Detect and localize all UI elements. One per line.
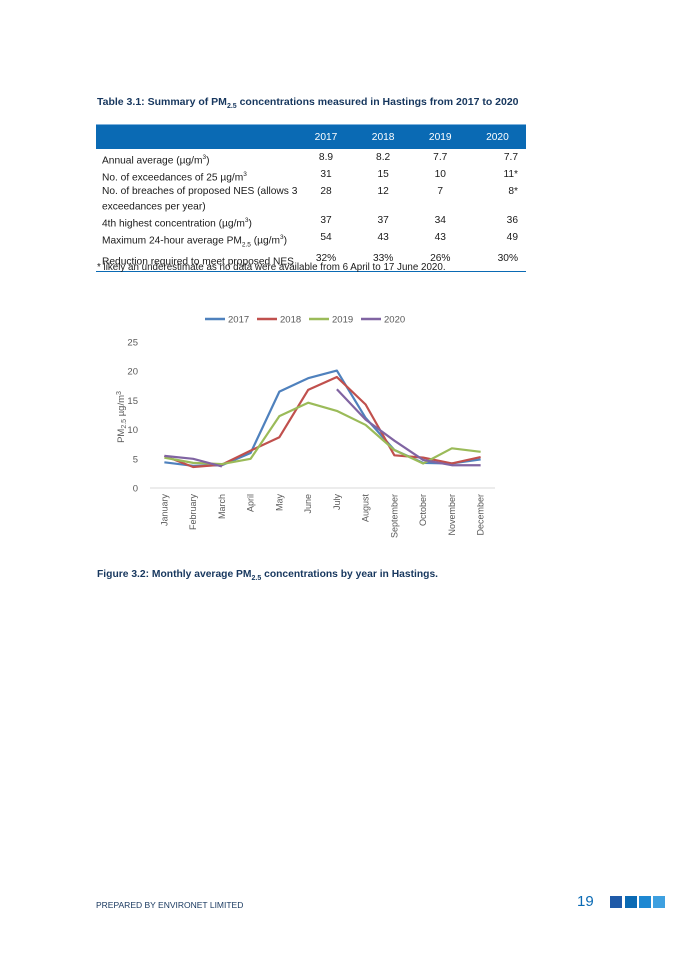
cell-value: 37 bbox=[320, 215, 332, 227]
cell-value: 8* bbox=[508, 185, 518, 197]
row-label: No. of exceedances of 25 µg/m3 bbox=[102, 170, 247, 184]
chart-series bbox=[163, 369, 481, 469]
x-tick-label: February bbox=[188, 494, 198, 531]
cell-value: 10 bbox=[434, 168, 446, 180]
footer-square-icon bbox=[653, 896, 665, 908]
table-title: Table 3.1: Summary of PM2.5 concentratio… bbox=[97, 96, 519, 111]
page-number: 19 bbox=[577, 893, 594, 910]
cell-value: 37 bbox=[377, 215, 389, 227]
table-header-row: 2017 2018 2019 2020 bbox=[96, 124, 526, 149]
series-line-2019 bbox=[164, 401, 481, 466]
row-label: No. of breaches of proposed NES (allows … bbox=[102, 185, 298, 213]
x-tick-label: December bbox=[476, 494, 486, 536]
cell-value: 30% bbox=[468, 251, 526, 272]
chart-canvas: 2017 2018 2019 2020 PM2.5 µg/m3 0510152025 … bbox=[116, 315, 495, 539]
table-header-year: 2020 bbox=[468, 124, 526, 149]
cell-value: 33% bbox=[354, 251, 412, 272]
chart-legend: 2017 2018 2019 2020 bbox=[205, 315, 405, 326]
series-line-2017 bbox=[164, 369, 481, 467]
footer-prepared-by: PREPARED BY ENVIRONET LIMITED bbox=[96, 900, 244, 910]
table-footnote: * likely an underestimate as no data wer… bbox=[97, 262, 446, 273]
figure-caption: Figure 3.2: Monthly average PM2.5 concen… bbox=[97, 569, 439, 583]
y-tick-label: 0 bbox=[133, 484, 138, 495]
legend-label: 2020 bbox=[384, 315, 405, 326]
y-tick-label: 10 bbox=[127, 425, 138, 436]
x-tick-label: April bbox=[246, 494, 256, 512]
x-tick-label: August bbox=[361, 494, 371, 523]
cell-value: 7.7 bbox=[433, 152, 448, 163]
table-header-blank bbox=[96, 124, 298, 149]
table-row: Maximum 24-hour average PM2.5 (µg/m3) 54… bbox=[96, 231, 526, 252]
cell-value: 43 bbox=[434, 232, 446, 244]
cell-value: 43 bbox=[377, 232, 389, 244]
y-tick-label: 15 bbox=[127, 396, 138, 407]
x-tick-label: June bbox=[303, 494, 313, 514]
y-tick-label: 5 bbox=[133, 454, 138, 465]
cell-value: 28 bbox=[320, 185, 332, 197]
y-tick-label: 20 bbox=[127, 367, 138, 378]
footer-square-icon bbox=[639, 896, 651, 908]
x-tick-label: July bbox=[332, 494, 342, 511]
x-tick-label: January bbox=[159, 494, 169, 527]
legend-label: 2017 bbox=[228, 315, 249, 326]
x-tick-label: May bbox=[274, 494, 284, 512]
series-line-2020 bbox=[164, 454, 223, 468]
row-label: Maximum 24-hour average PM2.5 (µg/m3) bbox=[102, 234, 288, 249]
table-row: No. of exceedances of 25 µg/m3 31 15 10 … bbox=[96, 168, 526, 185]
y-axis-ticks: 0 5 10 15 20 25 bbox=[127, 338, 138, 495]
x-axis-ticks: January February March April May June July Augu… bbox=[159, 494, 485, 539]
cell-value: 49 bbox=[506, 232, 518, 244]
row-label: Annual average (µg/m3) bbox=[102, 154, 210, 167]
legend-label: 2018 bbox=[280, 315, 301, 326]
cell-value: 54 bbox=[320, 232, 332, 244]
series-line-2018 bbox=[163, 375, 481, 469]
cell-value: 26% bbox=[411, 251, 469, 272]
cell-value: 7.7 bbox=[503, 152, 518, 163]
x-tick-label: March bbox=[217, 494, 227, 519]
y-tick-label: 25 bbox=[127, 338, 138, 349]
cell-value: 36 bbox=[506, 215, 518, 227]
monthly-pm25-chart: 2017 2018 2019 2020 PM2.5 µg/m3 0 5 10 15 20 25 … bbox=[100, 302, 510, 552]
table-row: 4th highest concentration (µg/m3) 37 37 … bbox=[96, 214, 526, 231]
cell-value: 7 bbox=[437, 185, 444, 197]
legend-label: 2019 bbox=[332, 315, 353, 326]
cell-value: 8.2 bbox=[376, 152, 391, 163]
cell-value: 31 bbox=[320, 168, 332, 180]
y-axis-label: PM2.5 µg/m3 bbox=[116, 391, 128, 443]
cell-value: 32% bbox=[297, 251, 355, 272]
x-tick-label: September bbox=[389, 494, 399, 538]
cell-value: 15 bbox=[377, 168, 389, 180]
table-header-year: 2019 bbox=[411, 124, 469, 149]
footer-square-icon bbox=[625, 896, 637, 908]
table-header-year: 2017 bbox=[297, 124, 355, 149]
cell-value: 34 bbox=[434, 215, 446, 227]
summary-table: 2017 2018 2019 2020 Annual average (µg/m… bbox=[96, 124, 526, 272]
row-label: 4th highest concentration (µg/m3) bbox=[102, 217, 252, 230]
footer-square-icon bbox=[610, 896, 622, 908]
table-row: Reduction required to meet proposed NES … bbox=[96, 251, 526, 272]
table-row: Annual average (µg/m3) 8.9 8.2 7.7 7.7 bbox=[96, 149, 526, 168]
cell-value: 12 bbox=[377, 185, 389, 197]
series-line-2020 bbox=[336, 388, 481, 467]
table-header-year: 2018 bbox=[354, 124, 412, 149]
row-label: Reduction required to meet proposed NES bbox=[96, 251, 298, 272]
table-row: No. of breaches of proposed NES (allows … bbox=[96, 185, 526, 214]
cell-value: 8.9 bbox=[318, 152, 334, 163]
cell-value: 11* bbox=[503, 168, 518, 180]
x-tick-label: November bbox=[447, 494, 457, 536]
x-tick-label: October bbox=[418, 494, 428, 526]
